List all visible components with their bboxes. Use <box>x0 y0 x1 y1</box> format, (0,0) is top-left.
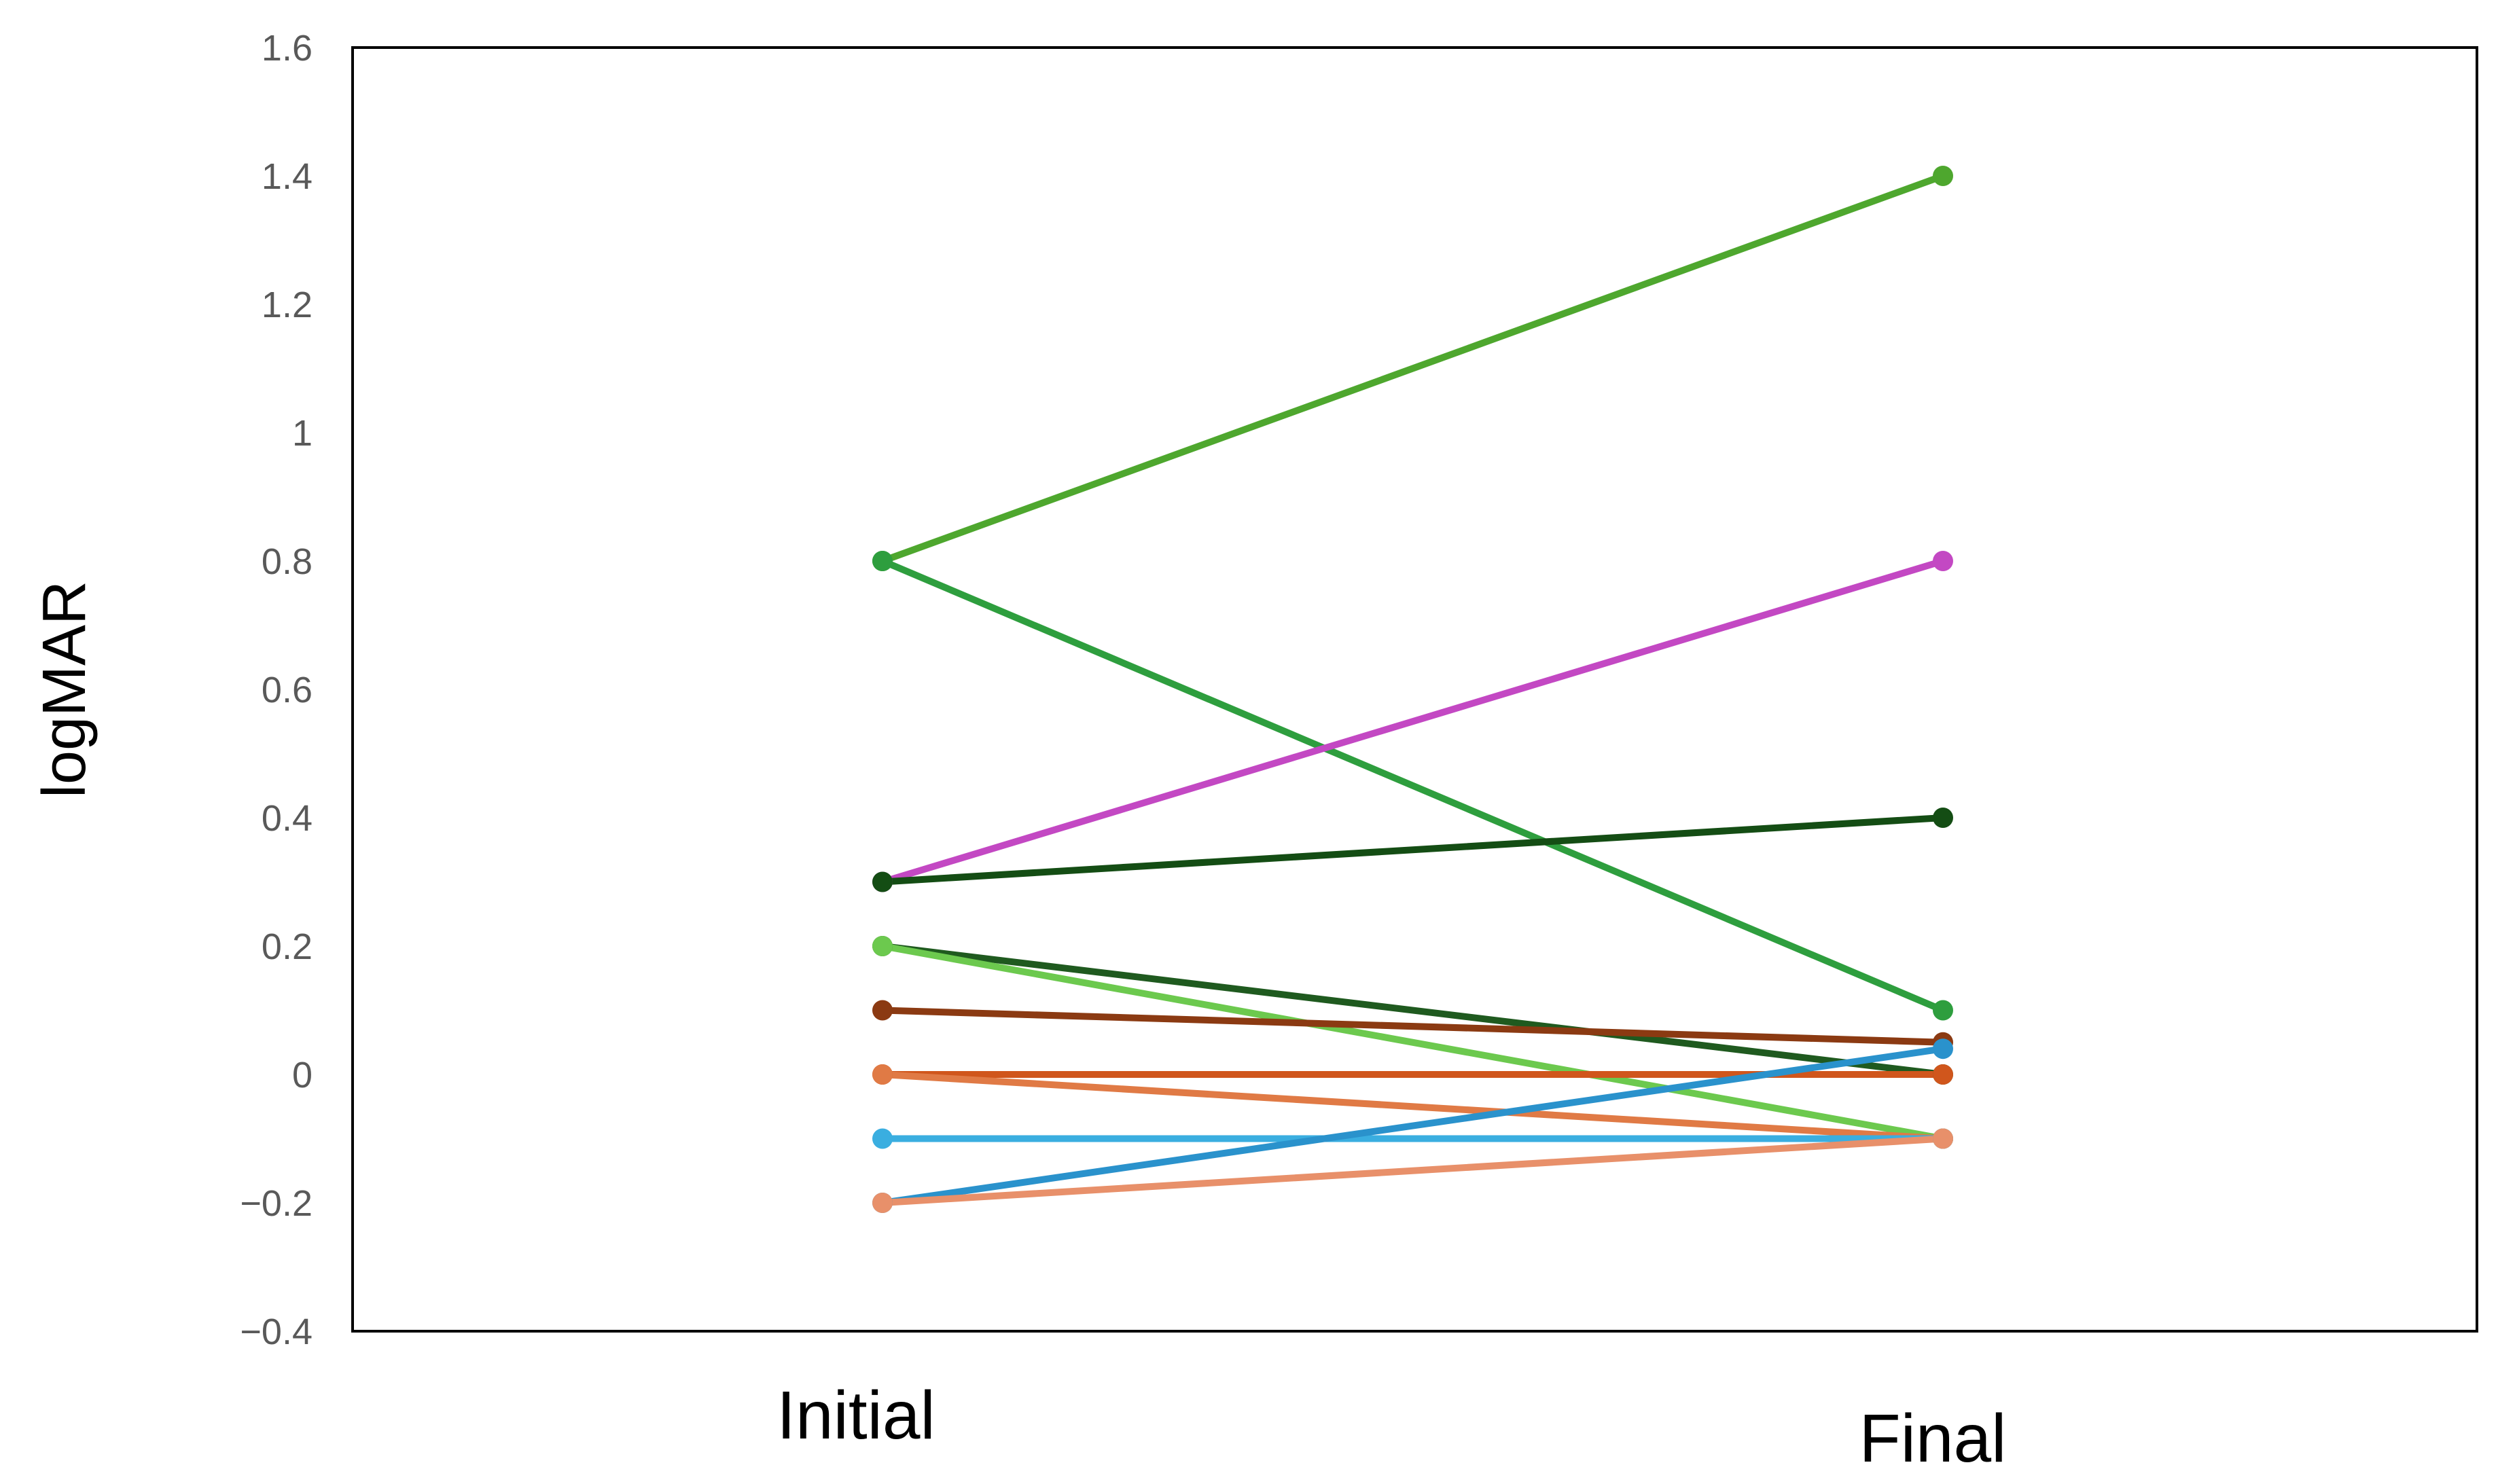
series-line-3 <box>879 558 1946 886</box>
data-point-10-initial <box>872 1128 893 1149</box>
series-line-5 <box>879 943 1946 1078</box>
data-point-2-final <box>1933 1000 1953 1021</box>
data-point-4-initial <box>872 871 893 892</box>
y-tick-label: 0.2 <box>262 926 313 967</box>
data-point-1-final <box>1933 166 1953 186</box>
data-point-11-final <box>1933 1038 1953 1060</box>
y-tick-label: 0.8 <box>262 541 313 582</box>
y-axis-title: logMAR <box>31 581 99 798</box>
series-line-1 <box>879 173 1946 564</box>
data-point-8-final <box>1933 1064 1953 1085</box>
series-line-9 <box>879 1071 1946 1142</box>
series-line-4 <box>879 814 1946 886</box>
data-point-9-initial <box>872 1064 893 1085</box>
plot-frame <box>351 46 2478 1333</box>
series-line-12 <box>879 1135 1946 1206</box>
y-tick-label: 0 <box>292 1055 313 1096</box>
y-tick-label: −0.2 <box>240 1183 313 1224</box>
point-layer <box>872 166 1953 1213</box>
data-point-6-initial <box>872 936 893 956</box>
data-point-12-initial <box>872 1193 893 1213</box>
y-tick-label: 1 <box>292 413 313 454</box>
y-tick-label: −0.4 <box>240 1311 313 1352</box>
data-point-2-initial <box>872 551 893 571</box>
series-line-7 <box>879 1007 1946 1046</box>
series-line-6 <box>879 943 1946 1142</box>
data-point-7-initial <box>872 1000 893 1021</box>
data-point-4-final <box>1933 808 1953 828</box>
series-line-2 <box>879 558 1946 1014</box>
data-point-3-final <box>1933 551 1953 571</box>
y-tick-label: 1.6 <box>262 28 313 69</box>
y-tick-labels: 1.6 1.4 1.2 1 0.8 0.6 0.4 0.2 0 −0.2 −0.4 <box>240 28 313 1352</box>
y-tick-label: 1.4 <box>262 156 313 197</box>
series-line-11 <box>879 1045 1946 1206</box>
series-layer <box>879 173 1946 1206</box>
category-label-initial: Initial <box>777 1377 935 1453</box>
data-point-12-final <box>1933 1128 1953 1149</box>
y-tick-label: 0.4 <box>262 798 313 839</box>
category-label-final: Final <box>1859 1400 2007 1477</box>
y-tick-label: 1.2 <box>262 285 313 325</box>
y-tick-label: 0.6 <box>262 670 313 710</box>
